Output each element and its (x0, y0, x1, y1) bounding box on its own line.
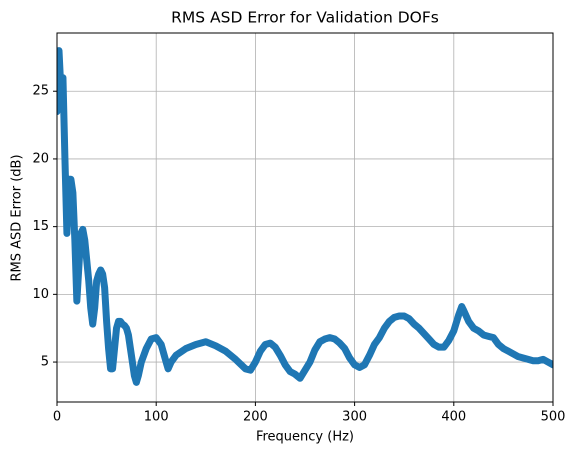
x-tick-label: 500 (541, 410, 566, 425)
x-tick-label: 300 (342, 410, 367, 425)
x-axis-label: Frequency (Hz) (256, 430, 354, 445)
y-tick-label: 5 (41, 355, 49, 370)
y-tick-label: 20 (32, 151, 49, 166)
x-tick-label: 200 (243, 410, 268, 425)
y-tick-label: 15 (32, 219, 49, 234)
y-tick-label: 25 (32, 84, 49, 99)
x-tick-label: 100 (144, 410, 169, 425)
plot-frame (56, 32, 554, 403)
y-tick-label: 10 (32, 287, 49, 302)
data-line (57, 47, 553, 386)
chart-title: RMS ASD Error for Validation DOFs (171, 9, 439, 27)
x-tick-label: 0 (53, 410, 61, 425)
x-tick-label: 400 (441, 410, 466, 425)
y-axis-label: RMS ASD Error (dB) (10, 154, 25, 281)
